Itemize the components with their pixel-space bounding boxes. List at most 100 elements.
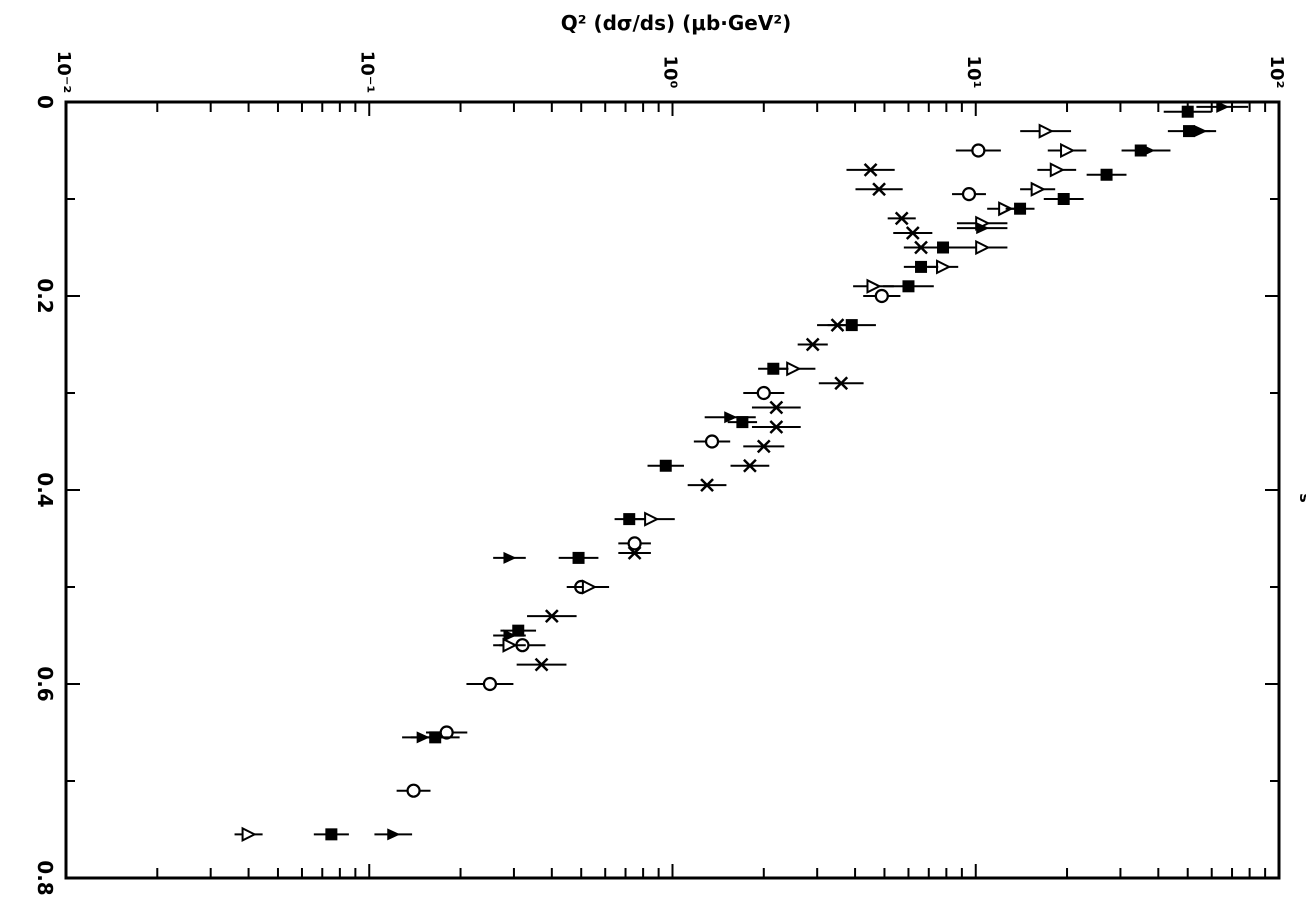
data-point-open-triangle — [1020, 181, 1056, 197]
cross-mark — [544, 609, 559, 623]
y-tick-label: 10² — [1266, 56, 1287, 89]
triangle-mark — [1216, 100, 1230, 113]
triangle-mark — [502, 637, 518, 653]
data-point-cross — [893, 226, 933, 240]
square-mark — [915, 260, 928, 273]
x-tick-label: 0.6 — [33, 666, 57, 701]
circle-mark — [756, 385, 771, 401]
data-point-open-circle — [743, 385, 785, 401]
triangle-mark — [998, 201, 1014, 217]
data-point-filled-triangle — [493, 551, 526, 564]
data-point-filled-triangle — [1196, 100, 1249, 113]
data-point-filled-square — [1043, 193, 1084, 205]
data-point-open-triangle — [1037, 162, 1077, 178]
y-tick-label: 10⁻¹ — [356, 51, 377, 93]
x-tick-label: 0.2 — [33, 278, 57, 313]
data-point-cross — [730, 458, 770, 473]
data-point-open-triangle — [956, 239, 1008, 256]
square-mark — [1057, 193, 1070, 205]
circle-mark — [627, 536, 642, 551]
square-mark — [572, 551, 585, 564]
data-point-filled-square — [558, 551, 599, 564]
plot-frame — [64, 100, 1281, 880]
data-point-open-triangle — [1047, 142, 1087, 159]
data-point-filled-square — [1005, 202, 1035, 215]
triangle-mark — [1194, 125, 1208, 138]
data-point-cross — [751, 420, 801, 434]
circle-mark — [482, 676, 498, 692]
data-point-cross — [846, 163, 895, 177]
cross-mark — [805, 337, 820, 352]
triangle-mark — [976, 222, 990, 235]
cross-mark — [872, 182, 886, 197]
triangle-mark — [975, 239, 991, 256]
data-point-filled-square — [727, 416, 758, 429]
axes — [64, 100, 1281, 880]
triangle-mark — [241, 826, 257, 842]
cross-mark — [769, 400, 784, 415]
data-point-cross — [887, 211, 916, 226]
square-mark — [1014, 202, 1027, 215]
square-mark — [623, 513, 636, 526]
data-point-cross — [527, 609, 577, 623]
circle-mark — [971, 143, 986, 158]
data-point-filled-triangle — [402, 731, 444, 744]
cross-mark — [534, 657, 549, 672]
triangle-mark — [936, 259, 952, 275]
data-point-filled-square — [883, 280, 934, 293]
circle-mark — [406, 783, 421, 798]
data-point-open-triangle — [568, 579, 610, 595]
square-mark — [736, 416, 749, 429]
data-point-open-triangle — [234, 826, 263, 842]
triangle-mark — [1030, 181, 1046, 197]
data-point-open-circle — [863, 288, 901, 304]
circle-mark — [704, 434, 720, 449]
y-tick-label: 10⁻² — [53, 51, 74, 93]
data-point-filled-triangle — [1125, 144, 1171, 157]
square-mark — [659, 459, 672, 472]
data-point-cross — [797, 337, 828, 352]
square-mark — [902, 280, 915, 293]
cross-mark — [905, 226, 920, 240]
cross-mark — [700, 478, 714, 493]
triangle-mark — [503, 551, 517, 564]
data-point-open-circle — [693, 434, 731, 449]
y-tick-label: 10¹ — [963, 56, 984, 89]
square-mark — [512, 624, 525, 637]
data-point-filled-square — [500, 624, 537, 637]
data-point-open-circle — [955, 143, 1001, 158]
data-point-cross — [818, 376, 864, 391]
data-point-filled-square — [313, 828, 349, 841]
data-point-cross — [743, 439, 785, 454]
data-point-filled-triangle — [956, 222, 1008, 235]
data-point-open-circle — [396, 783, 431, 798]
y-axis-title: Q² (dσ/ds) (μb·GeV²) — [561, 11, 792, 35]
cross-mark — [769, 420, 784, 434]
data-point-filled-triangle — [493, 629, 526, 642]
x-tick-label: 0.8 — [33, 860, 57, 895]
triangle-mark — [1038, 123, 1054, 139]
circle-mark — [874, 288, 889, 304]
cross-mark — [834, 376, 849, 391]
data-point-filled-square — [903, 260, 939, 273]
triangle-mark — [1060, 142, 1076, 159]
data-point-filled-square — [827, 319, 876, 332]
data-point-open-triangle — [493, 637, 526, 653]
y-tick-label: 10⁰ — [660, 56, 681, 89]
cross-mark — [743, 458, 757, 473]
data-point-filled-square — [927, 241, 959, 254]
data-point-cross — [751, 400, 801, 415]
triangle-mark — [416, 731, 430, 744]
data-point-open-circle — [952, 187, 986, 202]
data-point-open-triangle — [1020, 123, 1072, 139]
triangle-mark — [503, 629, 517, 642]
data-points — [234, 100, 1249, 842]
data-point-filled-square — [647, 459, 684, 472]
circle-mark — [961, 187, 977, 202]
square-mark — [937, 241, 950, 254]
square-mark — [1181, 105, 1194, 118]
triangle-mark — [581, 579, 598, 595]
data-point-filled-square — [614, 513, 644, 526]
square-mark — [845, 319, 858, 332]
